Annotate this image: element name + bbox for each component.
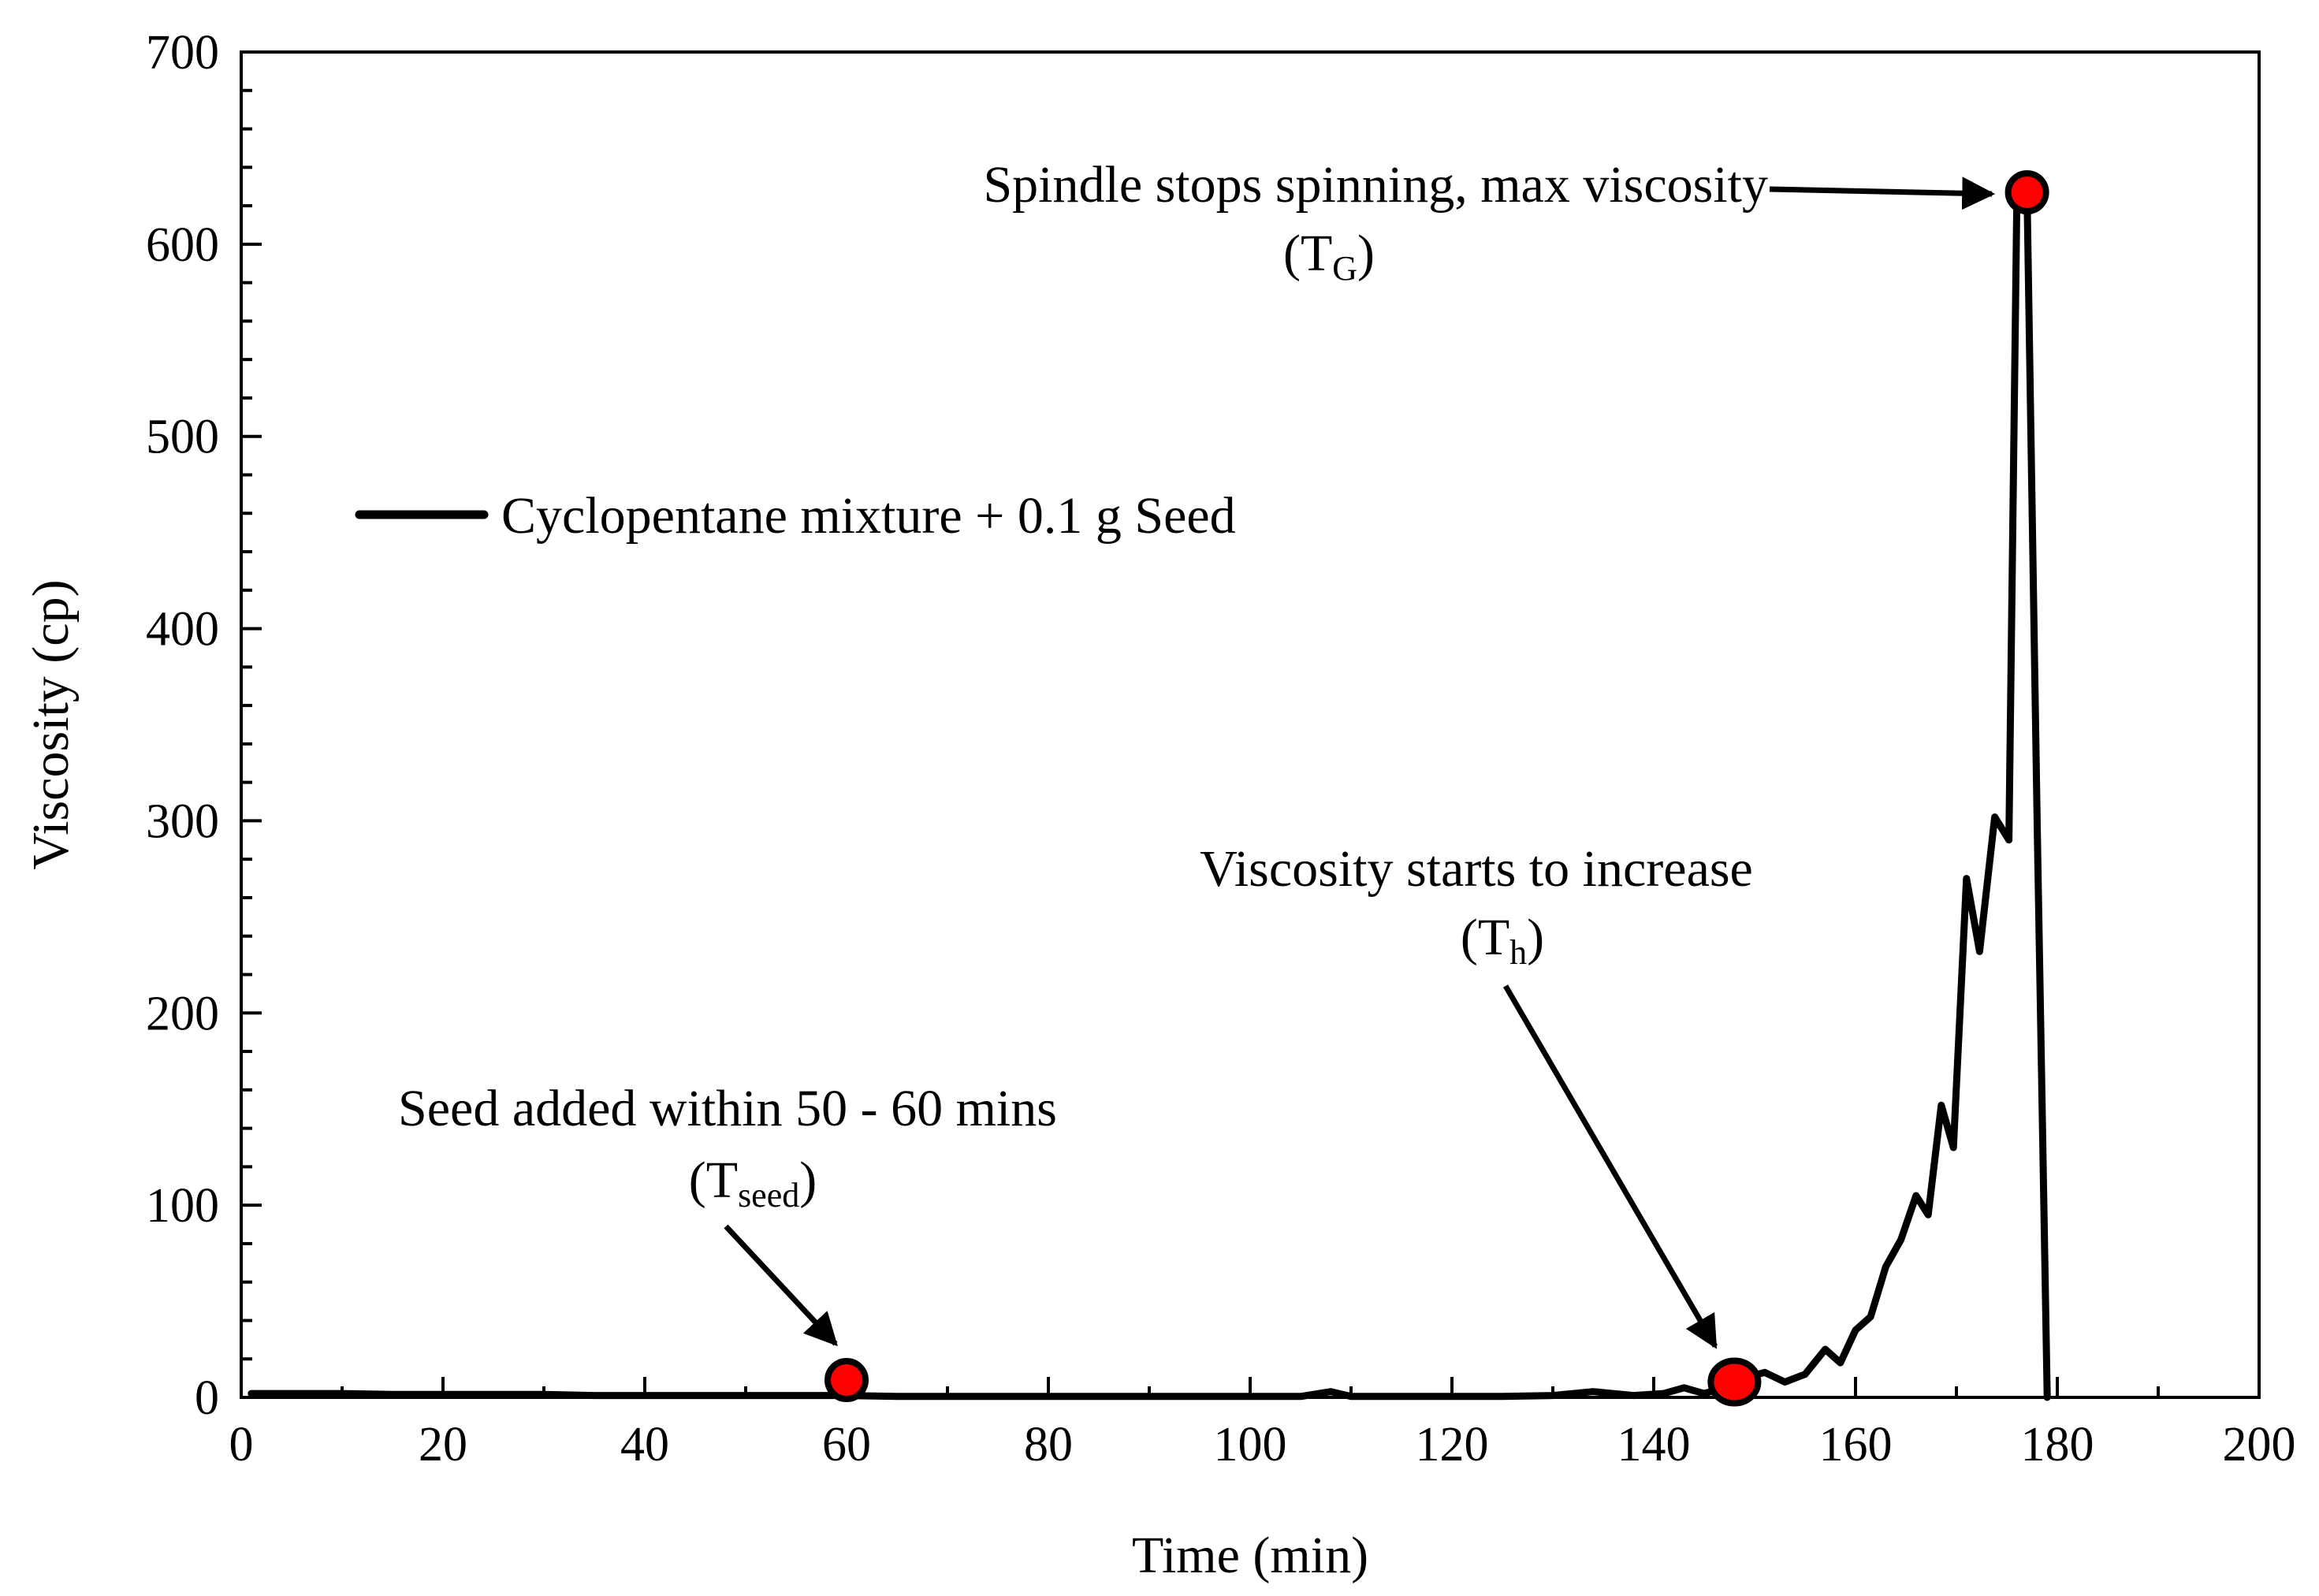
- annotation-tg: Spindle stops spinning, max viscosity (T…: [983, 156, 1996, 288]
- marker-tg: [2004, 170, 2049, 215]
- ticks: [240, 50, 2261, 1399]
- y-tick-label: 200: [146, 987, 219, 1040]
- y-tick-label: 500: [146, 411, 219, 464]
- x-tick-label: 80: [1024, 1418, 1073, 1471]
- annotation-seed-subscript: seed: [738, 1176, 799, 1215]
- y-tick-label: 700: [146, 26, 219, 80]
- annotation-th-subscript: h: [1509, 933, 1527, 972]
- annotation-tg-subscript: G: [1332, 249, 1357, 288]
- annotation-th-symbol: (Th): [1461, 909, 1544, 972]
- marker-th: [1707, 1357, 1762, 1407]
- series-layer: [248, 188, 2051, 1401]
- x-axis-title: Time (min): [1132, 1527, 1368, 1584]
- tick-labels: 0 20 40 60 80 100 120 140 160 180 200 0 100 200 300 400…: [146, 26, 2296, 1471]
- y-tick-label: 100: [146, 1179, 219, 1233]
- x-tick-label: 20: [419, 1418, 467, 1471]
- annotation-th: Viscosity starts to increase (Th): [1200, 840, 1753, 1349]
- annotation-tg-symbol: (TG): [1283, 225, 1375, 288]
- x-tick-label: 40: [620, 1418, 669, 1471]
- y-tick-label: 400: [146, 603, 219, 657]
- annotation-tg-symbol-letter: T: [1301, 225, 1332, 282]
- legend: Cyclopentane mixture + 0.1 g Seed: [355, 487, 1236, 545]
- x-tick-label: 100: [1214, 1418, 1287, 1471]
- x-tick-label: 160: [1819, 1418, 1893, 1471]
- x-tick-label: 180: [2021, 1418, 2094, 1471]
- y-tick-label: 0: [195, 1371, 219, 1425]
- annotation-th-text: Viscosity starts to increase: [1200, 840, 1753, 898]
- y-tick-label: 300: [146, 794, 219, 848]
- arrow-tg: [1769, 177, 1996, 210]
- x-tick-label: 0: [229, 1418, 254, 1471]
- annotation-tg-text: Spindle stops spinning, max viscosity: [983, 156, 1768, 214]
- arrow-seed: [724, 1224, 838, 1347]
- y-tick-label: 600: [146, 218, 219, 272]
- x-tick-label: 60: [822, 1418, 871, 1471]
- x-tick-label: 120: [1416, 1418, 1489, 1471]
- series-line-0: [248, 188, 2051, 1401]
- annotation-seed-symbol-letter: T: [706, 1151, 738, 1209]
- x-tick-label: 140: [1617, 1418, 1691, 1471]
- annotation-seed-text: Seed added within 50 - 60 mins: [398, 1080, 1057, 1137]
- annotation-seed-symbol: (Tseed): [689, 1151, 817, 1215]
- plot-frame: [240, 50, 2261, 1399]
- marker-tseed: [824, 1358, 869, 1403]
- annotation-seed: Seed added within 50 - 60 mins (Tseed): [398, 1080, 1057, 1347]
- arrow-th: [1502, 984, 1718, 1349]
- y-axis-title: Viscosity (cp): [22, 579, 80, 869]
- axes: [240, 50, 2261, 1399]
- legend-label: Cyclopentane mixture + 0.1 g Seed: [501, 487, 1236, 545]
- x-tick-label: 200: [2223, 1418, 2296, 1471]
- marker-layer: [824, 170, 2049, 1407]
- annotation-th-symbol-letter: T: [1478, 909, 1509, 966]
